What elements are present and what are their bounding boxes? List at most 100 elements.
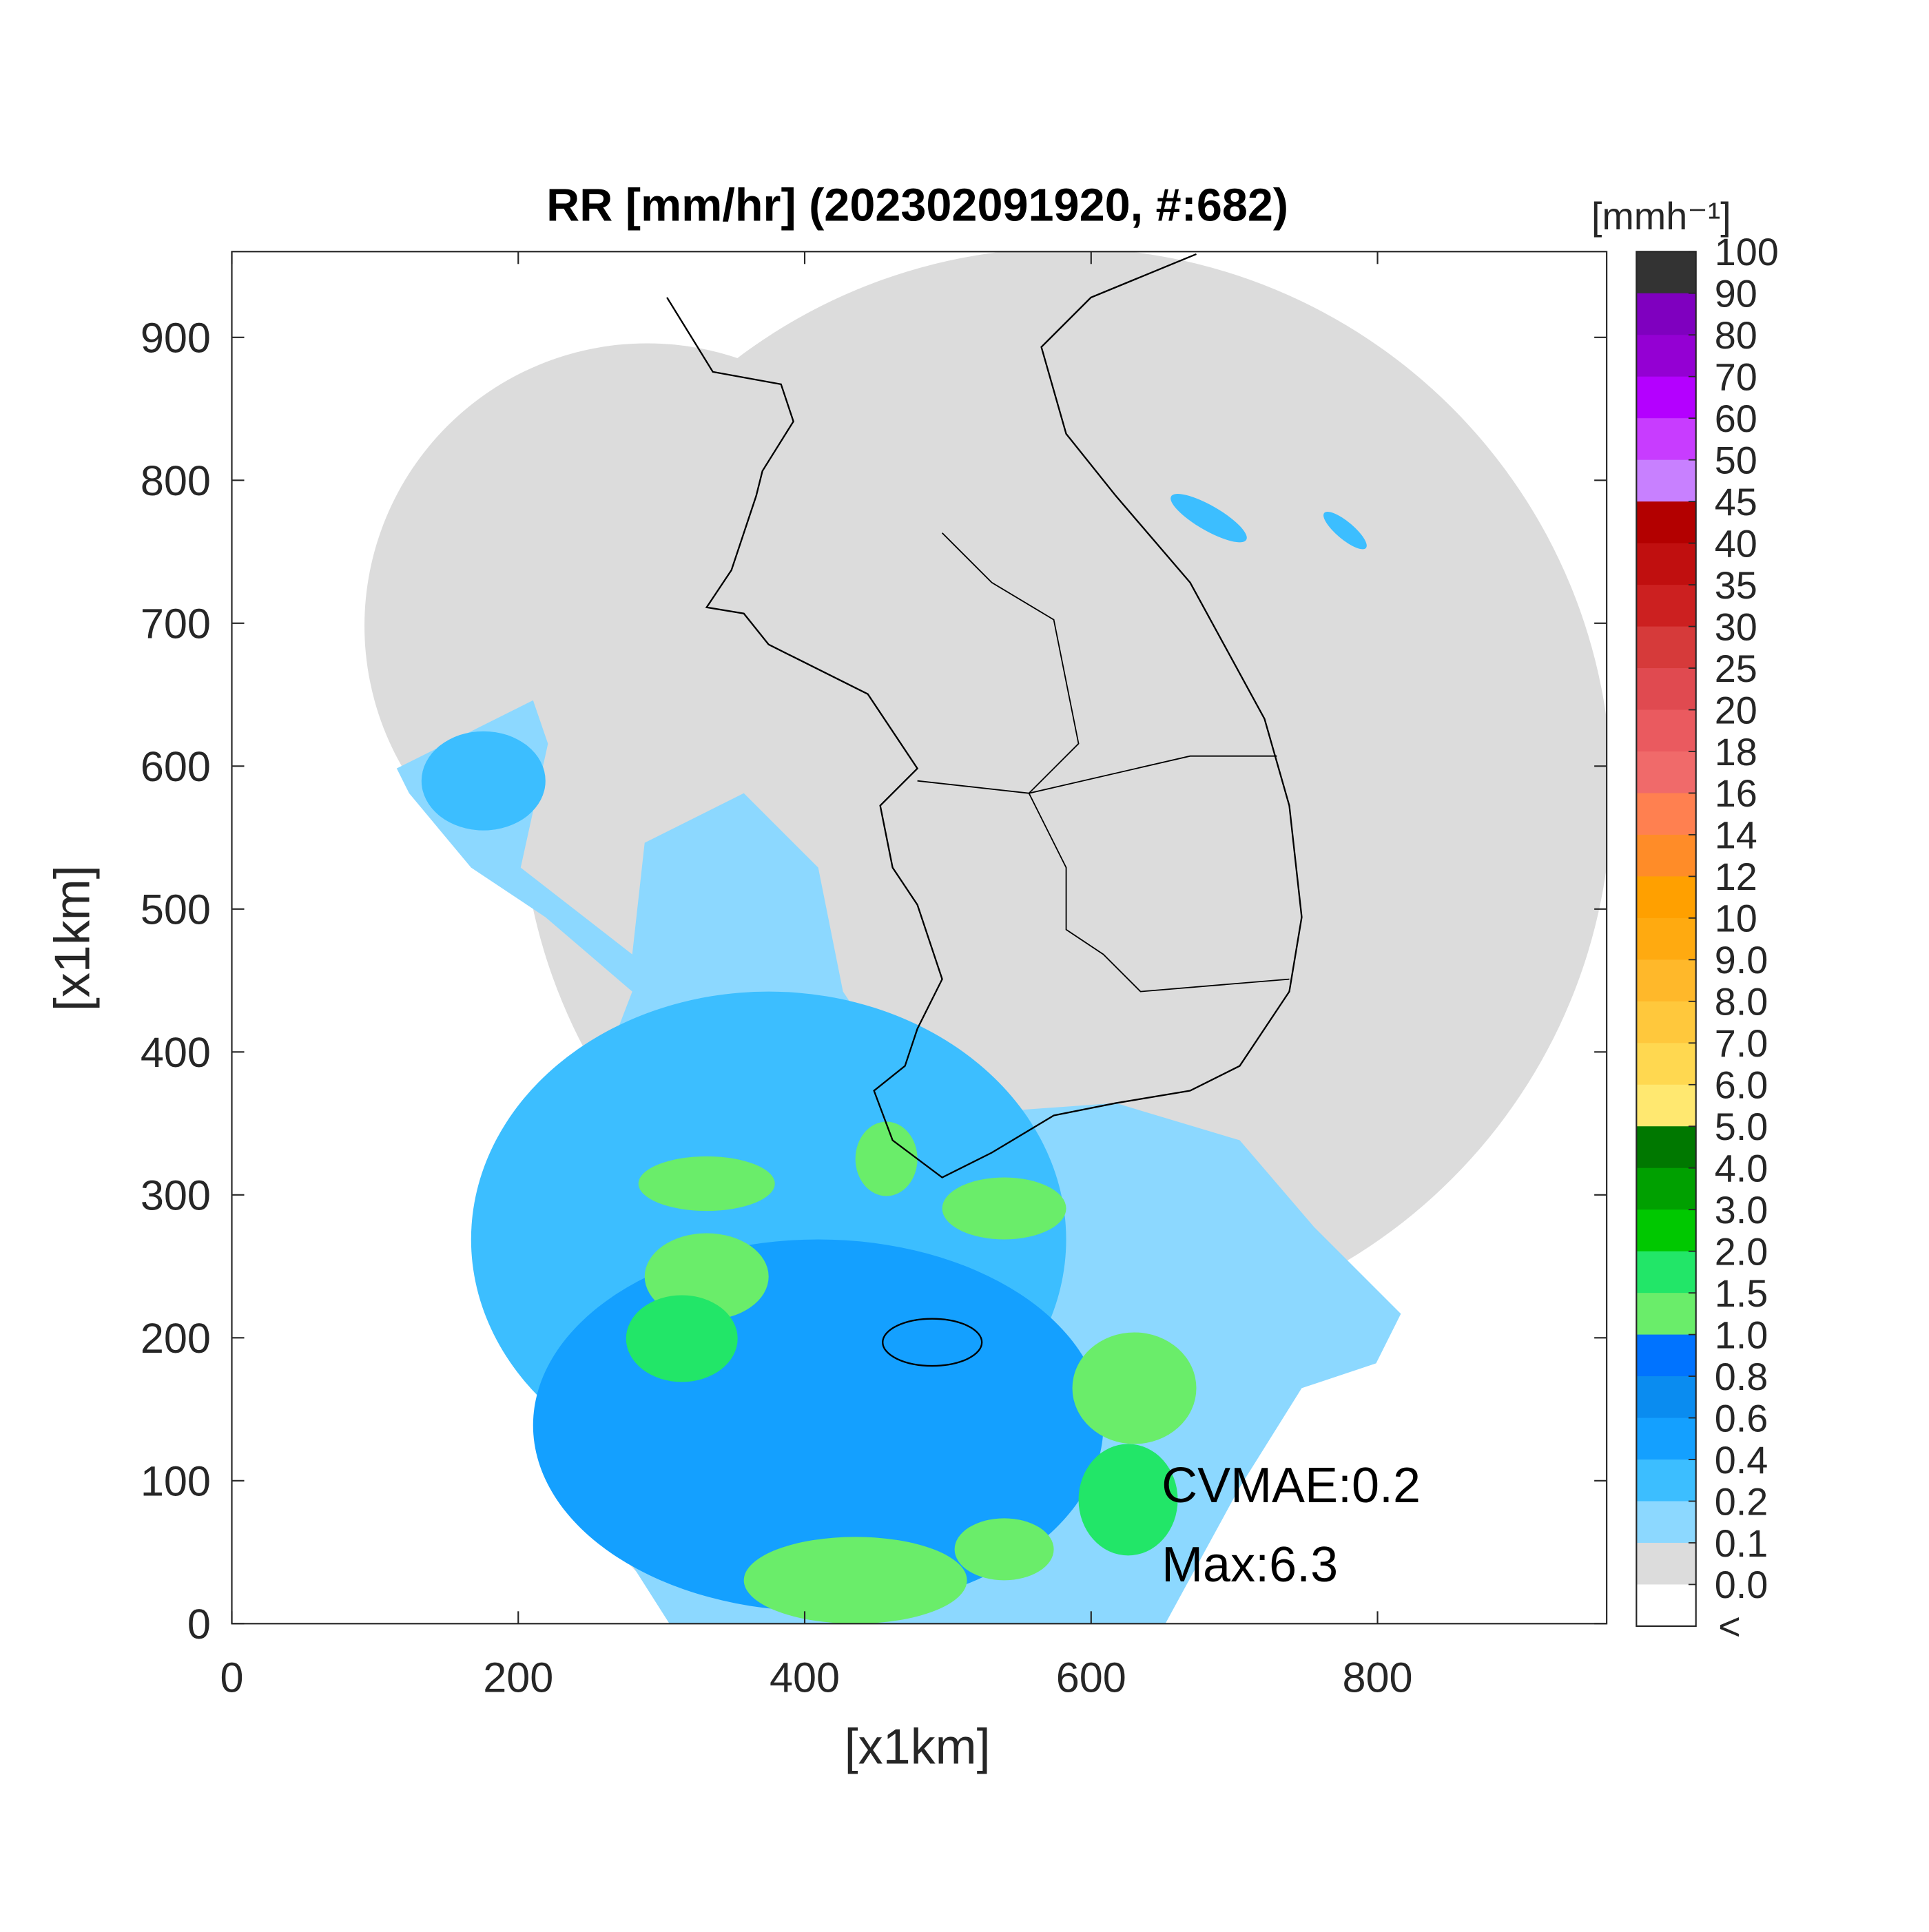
colorbar-tick-label: 10 xyxy=(1715,897,1757,940)
rain-area xyxy=(954,1518,1054,1581)
x-tick-label: 800 xyxy=(1342,1654,1412,1701)
x-tick-label: 400 xyxy=(770,1654,840,1701)
jeju-coastline xyxy=(882,1318,983,1367)
colorbar-tick-label: 0.1 xyxy=(1715,1522,1768,1565)
colorbar-segment xyxy=(1636,626,1696,669)
annotation: CVMAE:0.2 xyxy=(1162,1458,1421,1513)
rain-area xyxy=(1072,1332,1197,1444)
colorbar-segment xyxy=(1636,1584,1696,1627)
colorbar-tick-label: 1.0 xyxy=(1715,1313,1768,1356)
colorbar-segment xyxy=(1636,751,1696,794)
province-border xyxy=(917,755,1277,794)
y-tick-label: 400 xyxy=(141,1029,211,1076)
plot-frame xyxy=(231,251,1608,1625)
chart-title: RR [mm/hr] (202302091920, #:682) xyxy=(546,180,1288,231)
colorbar-tick-label: 3.0 xyxy=(1715,1189,1768,1232)
colorbar-tick-label: 45 xyxy=(1715,481,1757,523)
colorbar-segment xyxy=(1636,1251,1696,1294)
colorbar-tick-label: 5.0 xyxy=(1715,1105,1768,1148)
colorbar-segment xyxy=(1636,876,1696,919)
colorbar-tick-label: 50 xyxy=(1715,439,1757,481)
rain-area xyxy=(1170,494,1247,543)
colorbar-segment xyxy=(1636,418,1696,461)
colorbar-segment xyxy=(1636,1501,1696,1544)
colorbar-segment xyxy=(1636,335,1696,377)
x-tick-label: 600 xyxy=(1056,1654,1126,1701)
rain-area xyxy=(855,1121,918,1196)
colorbar-segment xyxy=(1636,793,1696,835)
y-tick-label: 700 xyxy=(141,600,211,647)
rain-area xyxy=(421,731,546,831)
colorbar-tick-label: 14 xyxy=(1715,814,1757,857)
colorbar-tick-label: 20 xyxy=(1715,689,1757,731)
colorbar-segment xyxy=(1636,1293,1696,1336)
colorbar-segment xyxy=(1636,1460,1696,1502)
colorbar-segment xyxy=(1636,917,1696,961)
x-tick-label: 0 xyxy=(220,1654,243,1701)
coastline xyxy=(666,253,1303,1178)
province-border xyxy=(941,532,1290,993)
colorbar-segment xyxy=(1636,668,1696,711)
colorbar-tick-label: 16 xyxy=(1715,772,1757,815)
radar-map xyxy=(364,251,1607,1624)
colorbar-tick-label: 25 xyxy=(1715,647,1757,690)
colorbar-segment xyxy=(1636,709,1696,752)
colorbar-tick-label: 60 xyxy=(1715,397,1757,440)
y-tick-label: 100 xyxy=(141,1457,211,1504)
rain-area xyxy=(638,1156,775,1212)
x-tick-label: 200 xyxy=(483,1654,553,1701)
colorbar-tick-label: 0.0 xyxy=(1715,1564,1768,1606)
colorbar-tick-label: 90 xyxy=(1715,273,1757,315)
colorbar-segment xyxy=(1636,1209,1696,1252)
colorbar-segment xyxy=(1636,543,1696,585)
colorbar-tick-label: 0.8 xyxy=(1715,1355,1768,1398)
colorbar-tick-label: 8.0 xyxy=(1715,981,1768,1024)
colorbar-segment xyxy=(1636,1376,1696,1419)
colorbar-segment xyxy=(1636,1167,1696,1211)
colorbar-segment xyxy=(1636,959,1696,1002)
colorbar-segment xyxy=(1636,1334,1696,1377)
colorbar-segment xyxy=(1636,1043,1696,1086)
y-tick-label: 900 xyxy=(141,314,211,361)
colorbar-tick-label: 7.0 xyxy=(1715,1022,1768,1065)
y-tick-label: 200 xyxy=(141,1315,211,1362)
rain-area xyxy=(1323,511,1367,550)
y-tick-label: 800 xyxy=(141,457,211,504)
colorbar-frame xyxy=(1636,251,1697,1628)
colorbar-tick-label: 30 xyxy=(1715,605,1757,648)
colorbar-unit: [mmh⁻¹] xyxy=(1591,195,1731,238)
y-tick-label: 300 xyxy=(141,1172,211,1218)
rain-area xyxy=(626,1295,738,1382)
colorbar-segment xyxy=(1636,376,1696,419)
colorbar-tick-label: 0.4 xyxy=(1715,1439,1768,1482)
colorbar-tick-label: 0.2 xyxy=(1715,1480,1768,1523)
colorbar-tick-label: 12 xyxy=(1715,855,1757,898)
colorbar-tick-label: 0.6 xyxy=(1715,1397,1768,1440)
colorbar-segment xyxy=(1636,1001,1696,1044)
colorbar-tick-label: 1.5 xyxy=(1715,1272,1768,1315)
colorbar-segment xyxy=(1636,1126,1696,1169)
rain-area xyxy=(743,1537,967,1624)
colorbar-tick-label: 80 xyxy=(1715,314,1757,357)
colorbar-tick-label: 9.0 xyxy=(1715,939,1768,981)
colorbar-segment xyxy=(1636,293,1696,336)
colorbar-under-label: < xyxy=(1718,1606,1741,1648)
colorbar-segment xyxy=(1636,585,1696,627)
colorbar-segment xyxy=(1636,459,1696,503)
rain-area xyxy=(942,1177,1066,1240)
annotation: Max:6.3 xyxy=(1162,1537,1338,1592)
colorbar-tick-label: 40 xyxy=(1715,522,1757,565)
colorbar-tick-label: 70 xyxy=(1715,356,1757,399)
y-axis-label: [x1km] xyxy=(45,865,101,1011)
colorbar-tick-label: 100 xyxy=(1715,231,1779,273)
colorbar-segment xyxy=(1636,1542,1696,1586)
y-tick-label: 600 xyxy=(141,743,211,790)
colorbar-tick-label: 18 xyxy=(1715,731,1757,773)
colorbar-segment xyxy=(1636,1084,1696,1128)
colorbar-tick-label: 2.0 xyxy=(1715,1230,1768,1273)
colorbar-segment xyxy=(1636,834,1696,877)
y-tick-label: 500 xyxy=(141,886,211,933)
colorbar-tick-label: 35 xyxy=(1715,564,1757,607)
